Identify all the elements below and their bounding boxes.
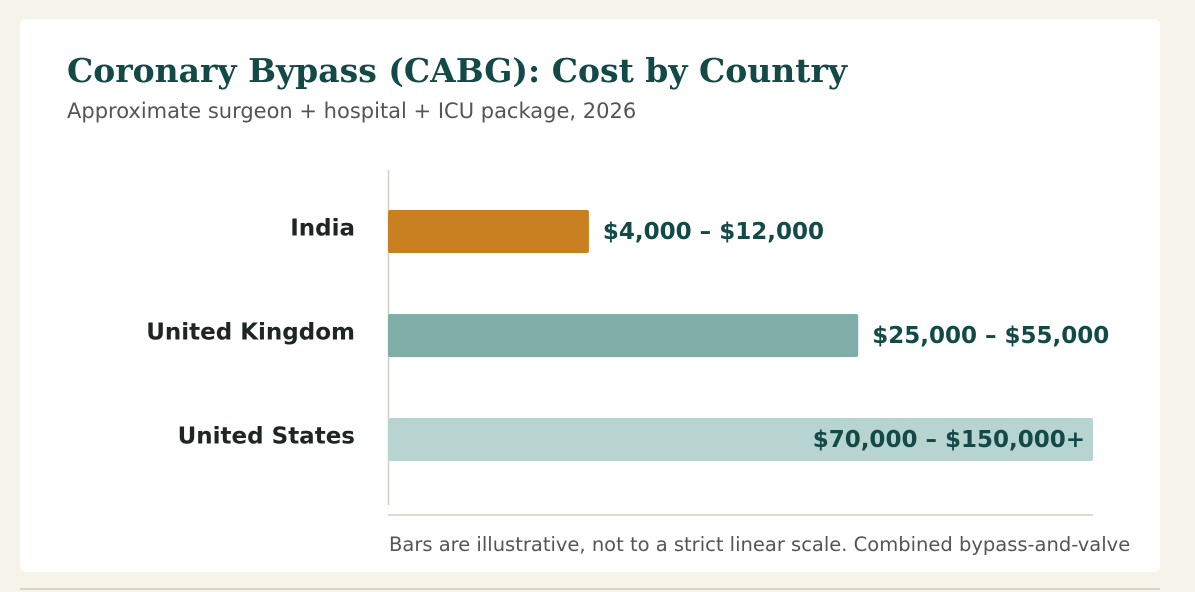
- chart-card: Coronary Bypass (CABG): Cost by Country …: [20, 19, 1160, 572]
- category-label: India: [290, 216, 355, 242]
- page-bottom-rule: [20, 588, 1160, 590]
- category-label: United Kingdom: [146, 320, 355, 346]
- chart-footnote: Bars are illustrative, not to a strict l…: [389, 533, 1131, 556]
- bar-united-kingdom: [388, 314, 859, 357]
- bar-united-states: [388, 418, 1093, 461]
- bar-chart: India $4,000 – $12,000 United Kingdom $25,0…: [146, 170, 1109, 516]
- value-label: $4,000 – $12,000: [603, 219, 824, 245]
- chart-title: Coronary Bypass (CABG): Cost by Country: [67, 51, 848, 90]
- category-label: United States: [178, 424, 355, 450]
- value-label: $25,000 – $55,000: [872, 323, 1109, 349]
- bar-india: [388, 210, 589, 253]
- value-label: $70,000 – $150,000+: [813, 427, 1085, 453]
- chart-subtitle: Approximate surgeon + hospital + ICU pac…: [67, 99, 637, 123]
